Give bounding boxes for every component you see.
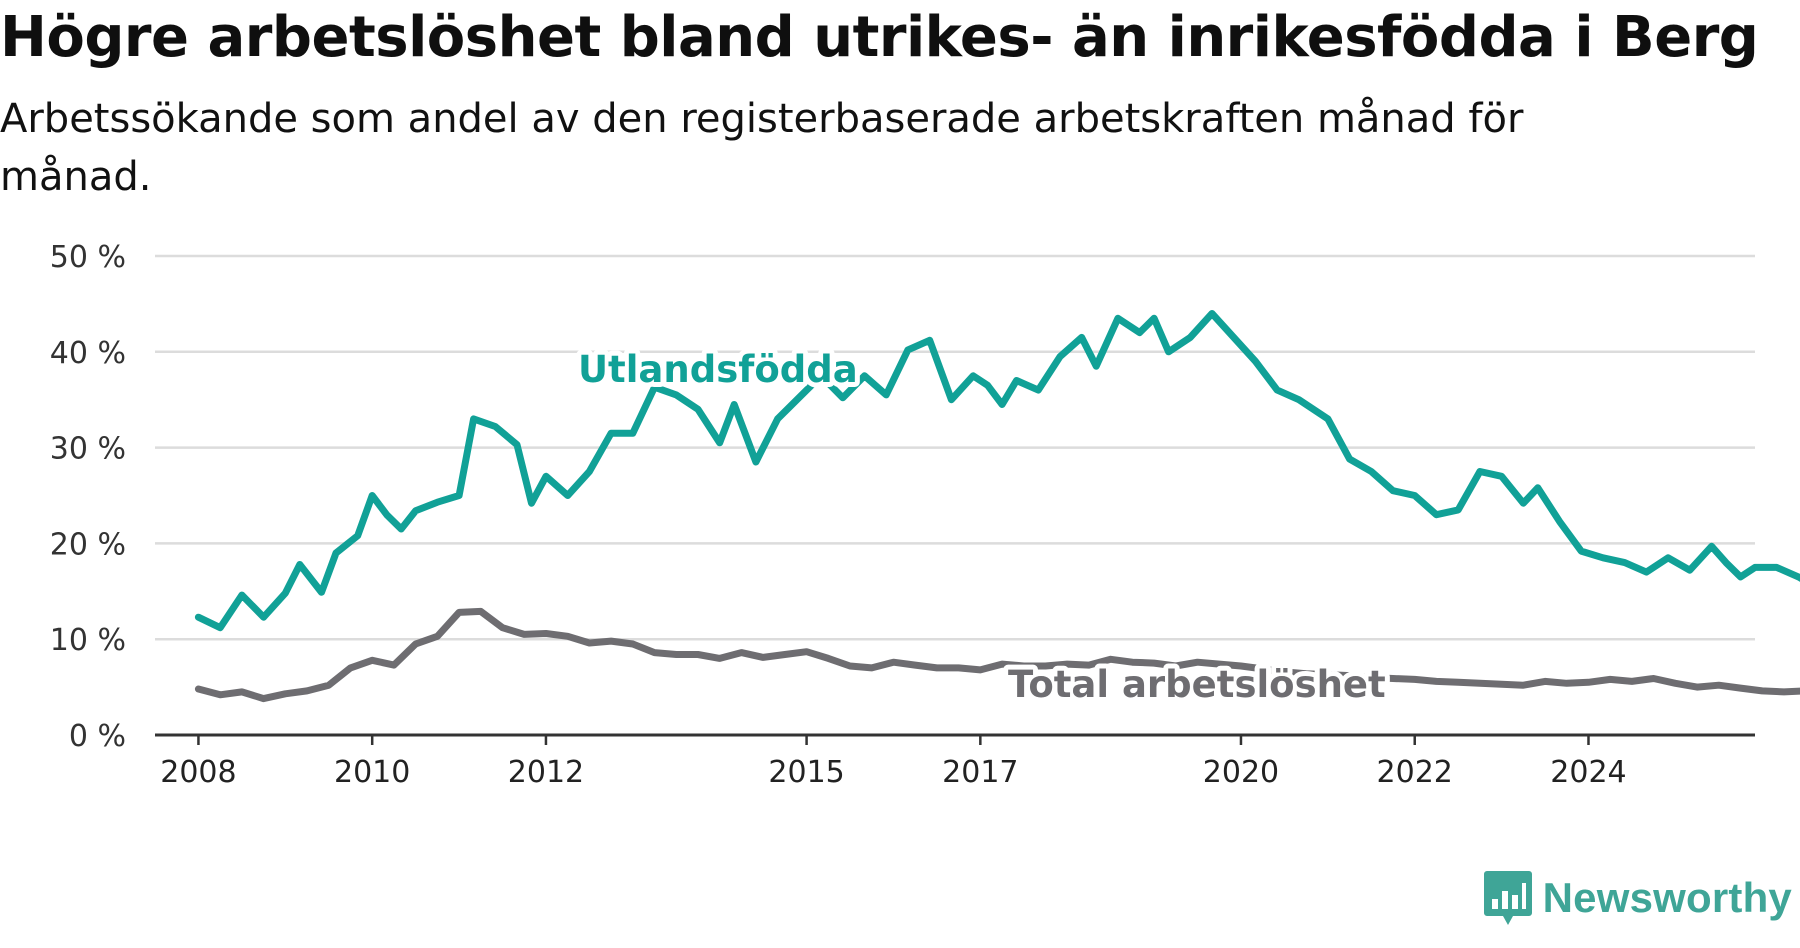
y-tick-label: 30 % (50, 432, 126, 467)
y-tick-label: 10 % (50, 623, 126, 658)
x-tick-label: 2022 (1377, 755, 1453, 790)
chart-title: Högre arbetslöshet bland utrikes- än inr… (0, 5, 1759, 70)
bar-chart-icon (1483, 871, 1532, 925)
series-line-utlandsfodda (194, 310, 1800, 632)
x-tick-label: 2020 (1203, 755, 1279, 790)
y-tick-label: 40 % (50, 336, 126, 371)
y-tick-label: 0 % (69, 719, 126, 754)
x-tick-label: 2010 (334, 755, 410, 790)
logo-text: Newsworthy (1542, 874, 1792, 921)
x-tick-label: 2012 (508, 755, 584, 790)
x-tick-label: 2015 (768, 755, 844, 790)
y-tick-label: 20 % (50, 527, 126, 562)
x-tick-label: 2017 (942, 755, 1018, 790)
x-tick-label: 2008 (160, 755, 236, 790)
newsworthy-logo: Newsworthy (1483, 866, 1792, 930)
y-tick-label: 50 % (50, 240, 126, 275)
series-label-total: Total arbetslöshet (1008, 663, 1386, 706)
series-line-total (194, 607, 1800, 703)
chart-subtitle: Arbetssökande som andel av den registerb… (0, 96, 1524, 200)
x-tick-label: 2024 (1550, 755, 1626, 790)
series-label-utlandsfodda: Utlandsfödda (578, 348, 858, 391)
